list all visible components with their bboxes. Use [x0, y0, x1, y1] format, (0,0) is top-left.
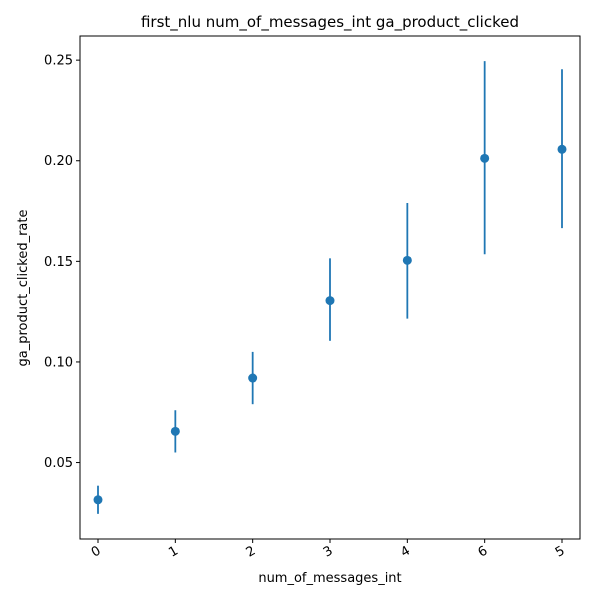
- x-axis-label: num_of_messages_int: [258, 571, 401, 586]
- y-axis-label: ga_product_clicked_rate: [16, 210, 31, 367]
- x-tick-label: 6: [476, 543, 491, 560]
- x-tick-label: 0: [89, 543, 104, 560]
- x-tick-label: 4: [398, 543, 413, 560]
- data-point: [93, 495, 103, 505]
- data-point: [325, 296, 335, 306]
- y-tick-label: 0.20: [44, 154, 73, 169]
- x-tick-label: 3: [321, 543, 336, 560]
- plot-area: 0.05 0.10 0.15 0.20 0.25 0 1 2 3 4 6 5: [44, 54, 568, 561]
- y-tick-label: 0.15: [44, 255, 73, 270]
- y-tick-label: 0.25: [44, 54, 73, 69]
- chart-title: first_nlu num_of_messages_int ga_product…: [141, 13, 519, 32]
- data-point: [170, 426, 180, 436]
- data-point: [480, 153, 490, 163]
- data-point: [402, 255, 412, 265]
- y-tick-label: 0.10: [44, 355, 73, 370]
- x-tick-label: 2: [244, 543, 259, 560]
- y-tick-label: 0.05: [44, 456, 73, 471]
- x-tick-label: 1: [166, 543, 181, 560]
- x-tick-label: 5: [553, 543, 568, 560]
- data-point: [557, 144, 567, 154]
- data-point: [248, 373, 258, 383]
- plot-frame: [79, 35, 581, 540]
